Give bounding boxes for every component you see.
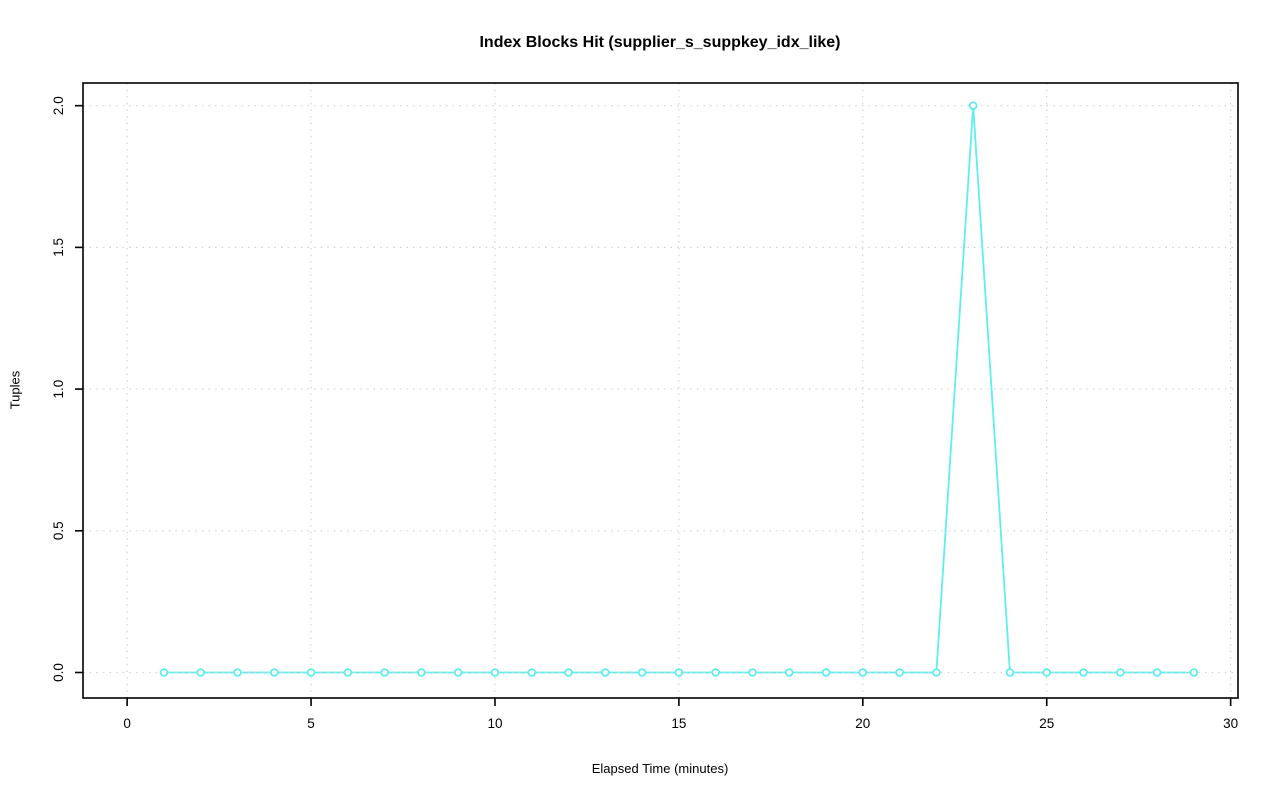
y-tick-label: 0.0	[51, 663, 66, 682]
x-tick-label: 15	[671, 716, 686, 731]
data-point-marker	[1152, 668, 1162, 677]
data-point-marker	[711, 668, 720, 677]
x-tick-label: 5	[307, 716, 315, 731]
x-tick-label: 10	[487, 716, 502, 731]
data-point-marker	[159, 668, 169, 677]
y-tick-label: 1.0	[51, 380, 66, 399]
data-point-marker	[1079, 668, 1088, 677]
data-point-marker	[932, 668, 941, 677]
data-point-marker	[895, 668, 904, 677]
data-point-marker	[417, 668, 426, 677]
data-point-marker	[637, 668, 647, 677]
x-tick-label: 20	[855, 716, 870, 731]
data-point-marker	[564, 668, 573, 677]
x-tick-label: 0	[123, 716, 131, 731]
data-point-marker	[233, 668, 242, 677]
data-point-marker	[490, 668, 500, 677]
data-point-marker	[821, 668, 831, 677]
data-point-marker	[601, 668, 610, 677]
data-point-marker	[269, 668, 279, 677]
y-axis-title: Tuples	[7, 370, 23, 410]
data-point-marker	[380, 668, 389, 677]
plot-box	[82, 82, 1239, 699]
data-point-marker	[1005, 668, 1015, 677]
data-point-marker	[968, 101, 978, 110]
chart-title: Index Blocks Hit (supplier_s_suppkey_idx…	[479, 34, 841, 51]
x-axis-title: Elapsed Time (minutes)	[591, 761, 729, 776]
x-tick-label: 25	[1039, 716, 1054, 731]
data-point-marker	[527, 668, 537, 677]
data-point-marker	[343, 668, 353, 677]
data-point-marker	[1042, 668, 1052, 677]
data-point-marker	[784, 668, 794, 677]
data-point-marker	[1189, 668, 1199, 677]
y-tick-label: 2.0	[51, 96, 66, 115]
data-line	[163, 105, 1194, 674]
y-tick-label: 0.5	[51, 521, 66, 540]
y-tick-label: 1.5	[51, 238, 66, 257]
data-point-marker	[306, 668, 316, 677]
data-point-marker	[858, 668, 868, 677]
data-point-marker	[1115, 668, 1125, 677]
data-point-marker	[453, 668, 463, 677]
x-tick-label: 30	[1223, 716, 1238, 731]
data-point-marker	[748, 668, 757, 677]
data-point-marker	[196, 668, 206, 677]
data-point-marker	[674, 668, 684, 677]
